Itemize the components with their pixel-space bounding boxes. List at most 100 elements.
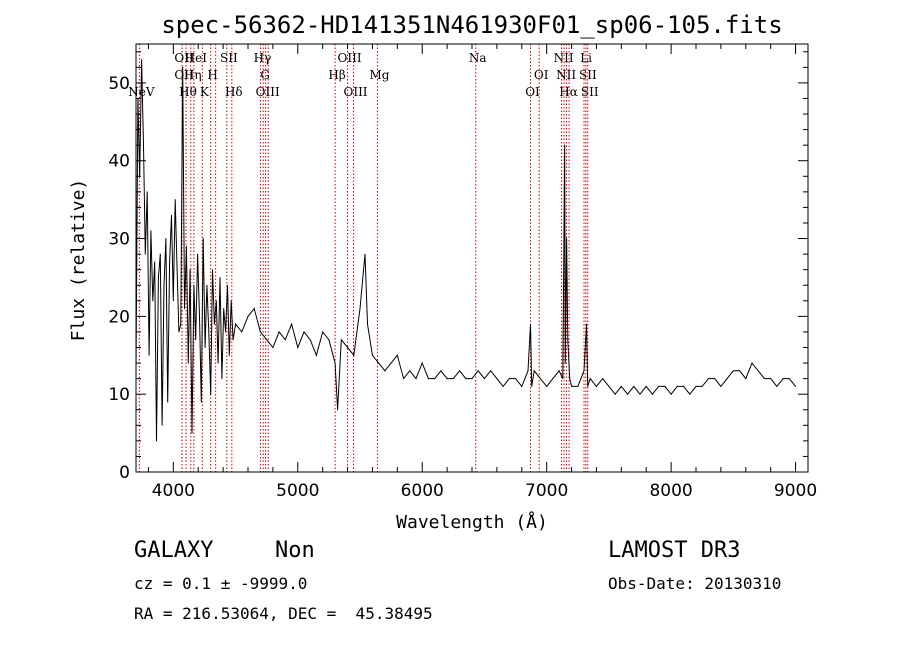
- spectrum-point: [409, 370, 411, 372]
- spectrum-point: [193, 284, 195, 286]
- spectrum-point: [732, 370, 734, 372]
- spectrum-point: [558, 370, 560, 372]
- spectrum-point: [241, 331, 243, 333]
- spectrum-point: [569, 378, 571, 380]
- spectrum-point: [223, 308, 225, 310]
- spectrum-point: [154, 261, 156, 263]
- spectrum-point: [459, 370, 461, 372]
- spectrum-point: [639, 393, 641, 395]
- spectrum-point: [208, 331, 210, 333]
- spectrum-point: [566, 238, 568, 240]
- spectrum-point: [146, 191, 148, 193]
- spectrum-point: [587, 385, 589, 387]
- spectral-line-label: OI: [534, 68, 549, 82]
- spectrum-point: [180, 323, 182, 325]
- spectrum-point: [562, 378, 564, 380]
- spectrum-point: [567, 339, 569, 341]
- spectrum-point: [141, 59, 143, 61]
- spectrum-point: [337, 409, 339, 411]
- spectrum-point: [608, 385, 610, 387]
- spectrum-point: [564, 362, 566, 364]
- spectrum-point: [421, 362, 423, 364]
- spectrum-point: [157, 276, 159, 278]
- x-axis-label: Wavelength (Å): [396, 511, 548, 533]
- spectrum-point: [152, 300, 154, 302]
- spectrum-point: [191, 432, 193, 434]
- spectrum-point: [695, 385, 697, 387]
- spectrum-point: [496, 378, 498, 380]
- spectrum-point: [490, 370, 492, 372]
- spectrum-point: [795, 385, 797, 387]
- spectrum-point: [782, 378, 784, 380]
- spectrum-point: [170, 214, 172, 216]
- spectrum-point: [676, 385, 678, 387]
- spectral-line-label: OIII: [343, 85, 367, 99]
- spectrum-point: [187, 362, 189, 364]
- spectral-line-label: Hβ: [328, 68, 345, 82]
- spectral-line-label: HeI: [185, 51, 208, 65]
- spectrum-point: [577, 385, 579, 387]
- spectrum-point: [221, 378, 223, 380]
- spectrum-point: [434, 378, 436, 380]
- spectrum-point: [683, 385, 685, 387]
- spectrum-point: [200, 401, 202, 403]
- spectrum-point: [210, 393, 212, 395]
- spectrum-point: [165, 238, 167, 240]
- spectrum-point: [751, 362, 753, 364]
- spectral-line-label: G: [260, 68, 270, 82]
- spectral-line-label: K: [200, 85, 210, 99]
- spectrum-point: [757, 370, 759, 372]
- spectrum-point: [602, 378, 604, 380]
- spectrum-point: [633, 385, 635, 387]
- spectrum-point: [364, 253, 366, 255]
- plot-frame: [135, 43, 809, 473]
- redshift-cz: cz = 0.1 ± -9999.0: [134, 574, 308, 593]
- spectral-line-label: H: [207, 68, 217, 82]
- spectrum-point: [371, 354, 373, 356]
- spectrum-point: [217, 362, 219, 364]
- spectral-line-label: Hα: [559, 85, 578, 99]
- spectrum-point: [739, 370, 741, 372]
- spectrum-point: [178, 331, 180, 333]
- spectrum-point: [167, 401, 169, 403]
- spectrum-point: [552, 378, 554, 380]
- spectrum-point: [745, 378, 747, 380]
- spectrum-point: [533, 370, 535, 372]
- spectrum-point: [689, 393, 691, 395]
- x-tick-label: 4000: [152, 481, 195, 501]
- spectrum-point: [589, 378, 591, 380]
- spectrum-point: [645, 385, 647, 387]
- spectrum-point: [150, 230, 152, 232]
- spectrum-point: [228, 354, 230, 356]
- spectrum-point: [502, 385, 504, 387]
- spectrum-point: [148, 354, 150, 356]
- spectrum-point: [206, 284, 208, 286]
- spectrum-point: [508, 378, 510, 380]
- spectrum-point: [322, 331, 324, 333]
- spectrum-point: [215, 300, 217, 302]
- spectrum-point: [198, 315, 200, 317]
- spectrum-point: [670, 393, 672, 395]
- y-tick-label: 0: [119, 463, 130, 483]
- spectrum-point: [539, 378, 541, 380]
- x-tick-label: 5000: [276, 481, 319, 501]
- spectrum-point: [776, 385, 778, 387]
- spectrum-point: [366, 323, 368, 325]
- spectrum-point: [226, 284, 228, 286]
- spectral-line-label: Hδ: [225, 85, 243, 99]
- spectrum-point: [142, 144, 144, 146]
- spectrum-point: [427, 378, 429, 380]
- spectrum-point: [328, 339, 330, 341]
- spectrum-point: [334, 362, 336, 364]
- spectral-line-label: OII: [174, 51, 194, 65]
- spectrum-point: [477, 370, 479, 372]
- spectrum-point: [452, 378, 454, 380]
- spectrum-point: [564, 144, 566, 146]
- spectrum-point: [235, 323, 237, 325]
- spectrum-point: [278, 331, 280, 333]
- spectrum-point: [189, 269, 191, 271]
- spectral-line-label: Hη: [184, 68, 202, 82]
- spectrum-point: [583, 370, 585, 372]
- spectrum-point: [714, 378, 716, 380]
